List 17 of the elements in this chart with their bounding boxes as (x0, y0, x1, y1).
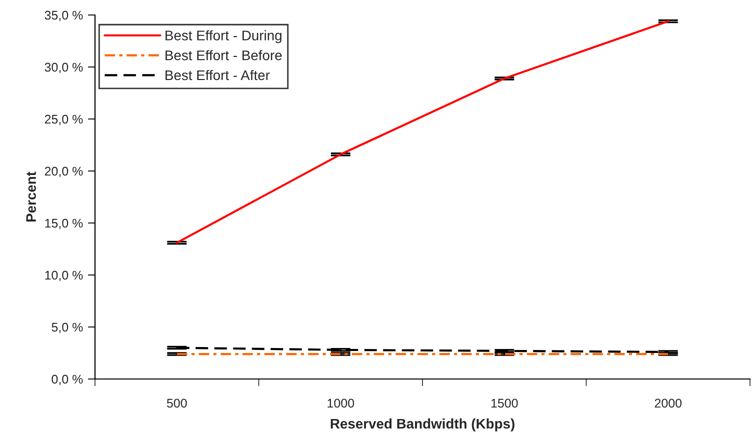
x-tick-label: 1000 (328, 398, 354, 408)
y-tick-label: 30,0 % (44, 62, 83, 74)
x-tick-label: 2000 (654, 398, 682, 408)
y-tick-label: 0,0 % (52, 374, 83, 386)
x-tick-label: 500 (166, 398, 187, 408)
x-tick-label: 1500 (491, 398, 518, 408)
x-axis-title: Reserved Bandwidth (Kbps) (330, 418, 514, 432)
legend-label: Best Effort - After (166, 70, 270, 80)
y-tick-label: 35,0 % (44, 10, 83, 22)
y-axis-title: Percent (26, 172, 36, 222)
legend-label: Best Effort - Before (166, 50, 282, 60)
y-tick-label: 25,0 % (44, 114, 83, 126)
legend-label: Best Effort - During (166, 30, 282, 44)
y-tick-label: 5,0 % (52, 322, 83, 334)
y-tick-label: 15,0 % (45, 218, 83, 230)
y-tick-label: 20,0 % (44, 166, 83, 178)
y-tick-label: 10,0 % (45, 270, 83, 282)
